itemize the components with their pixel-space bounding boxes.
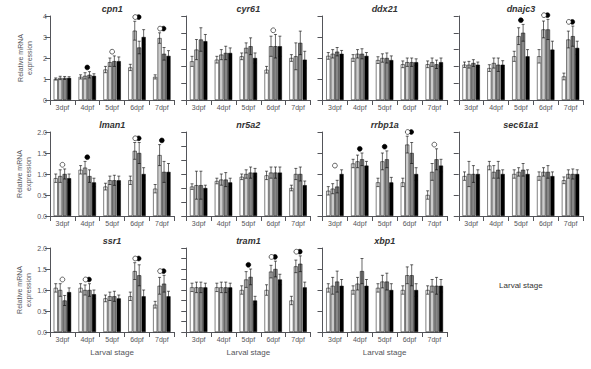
svg-text:Larval stage: Larval stage [499,281,543,290]
svg-text:6dpf: 6dpf [266,336,280,344]
svg-text:0.5: 0.5 [37,308,47,315]
svg-text:5dpf: 5dpf [242,220,256,228]
svg-text:2.0: 2.0 [37,245,47,252]
svg-text:Larval stage: Larval stage [363,348,407,357]
svg-text:4dpf: 4dpf [353,336,367,344]
svg-text:Relative mRNA: Relative mRNA [17,34,24,82]
svg-text:lman1: lman1 [99,120,125,130]
svg-text:7dpf: 7dpf [291,104,305,112]
svg-text:7dpf: 7dpf [155,220,169,228]
svg-text:3dpf: 3dpf [56,336,70,344]
svg-text:5dpf: 5dpf [514,104,528,112]
svg-text:Larval stage: Larval stage [227,348,271,357]
svg-text:tram1: tram1 [236,236,261,246]
svg-text:3dpf: 3dpf [328,104,342,112]
svg-text:Larval stage: Larval stage [90,348,134,357]
svg-text:3dpf: 3dpf [192,336,206,344]
svg-text:2: 2 [43,55,47,62]
svg-text:4: 4 [43,13,47,20]
svg-text:5dpf: 5dpf [514,220,528,228]
svg-text:4dpf: 4dpf [217,220,231,228]
svg-text:dnajc3: dnajc3 [507,4,536,14]
svg-text:6dpf: 6dpf [403,336,417,344]
svg-text:rrbp1a: rrbp1a [371,120,399,130]
svg-text:1.0: 1.0 [37,287,47,294]
svg-text:4dpf: 4dpf [80,336,94,344]
svg-text:7dpf: 7dpf [428,336,442,344]
svg-text:5dpf: 5dpf [242,336,256,344]
svg-text:3dpf: 3dpf [464,220,478,228]
svg-text:7dpf: 7dpf [155,336,169,344]
svg-text:4dpf: 4dpf [80,104,94,112]
svg-text:4dpf: 4dpf [80,220,94,228]
svg-text:cpn1: cpn1 [102,4,123,14]
svg-text:7dpf: 7dpf [564,104,578,112]
svg-text:nr5a2: nr5a2 [236,120,260,130]
svg-text:4dpf: 4dpf [353,104,367,112]
svg-text:6dpf: 6dpf [403,104,417,112]
svg-text:3: 3 [43,34,47,41]
svg-text:Relative mRNA: Relative mRNA [16,266,23,314]
svg-text:5dpf: 5dpf [105,104,119,112]
svg-text:7dpf: 7dpf [291,220,305,228]
svg-text:0.0: 0.0 [37,329,47,336]
svg-text:5dpf: 5dpf [378,104,392,112]
svg-text:6dpf: 6dpf [403,220,417,228]
svg-text:4dpf: 4dpf [217,104,231,112]
svg-text:cyr61: cyr61 [237,4,261,14]
svg-text:xbp1: xbp1 [373,236,395,246]
svg-text:3dpf: 3dpf [56,104,70,112]
svg-text:4dpf: 4dpf [353,220,367,228]
svg-text:6dpf: 6dpf [130,336,144,344]
svg-text:6dpf: 6dpf [539,104,553,112]
svg-text:0.0: 0.0 [37,213,47,220]
svg-text:4dpf: 4dpf [489,104,503,112]
svg-text:6dpf: 6dpf [130,104,144,112]
svg-text:5dpf: 5dpf [378,336,392,344]
svg-text:3dpf: 3dpf [192,104,206,112]
svg-text:5dpf: 5dpf [378,220,392,228]
svg-text:expression: expression [25,273,33,307]
svg-text:7dpf: 7dpf [428,220,442,228]
svg-text:Relative mRNA: Relative mRNA [16,150,23,198]
svg-text:expression: expression [26,41,34,75]
svg-text:7dpf: 7dpf [155,104,169,112]
svg-text:3dpf: 3dpf [328,336,342,344]
svg-text:4dpf: 4dpf [217,336,231,344]
svg-text:7dpf: 7dpf [428,104,442,112]
svg-text:1: 1 [43,76,47,83]
svg-text:7dpf: 7dpf [564,220,578,228]
svg-text:5dpf: 5dpf [105,220,119,228]
svg-text:6dpf: 6dpf [130,220,144,228]
svg-text:5dpf: 5dpf [242,104,256,112]
svg-text:3dpf: 3dpf [328,220,342,228]
svg-text:7dpf: 7dpf [291,336,305,344]
svg-text:6dpf: 6dpf [539,220,553,228]
svg-text:2.0: 2.0 [37,129,47,136]
svg-text:1.5: 1.5 [37,150,47,157]
svg-text:ssr1: ssr1 [103,236,122,246]
svg-text:1.0: 1.0 [37,171,47,178]
svg-text:sec61a1: sec61a1 [503,120,538,130]
svg-text:0.5: 0.5 [37,192,47,199]
svg-text:6dpf: 6dpf [266,104,280,112]
svg-text:3dpf: 3dpf [464,104,478,112]
svg-text:5dpf: 5dpf [105,336,119,344]
svg-text:3dpf: 3dpf [192,220,206,228]
svg-text:1.5: 1.5 [37,266,47,273]
svg-text:expression: expression [25,157,33,191]
svg-text:6dpf: 6dpf [266,220,280,228]
svg-text:3dpf: 3dpf [56,220,70,228]
svg-text:0: 0 [43,97,47,104]
svg-text:ddx21: ddx21 [372,4,398,14]
svg-text:4dpf: 4dpf [489,220,503,228]
